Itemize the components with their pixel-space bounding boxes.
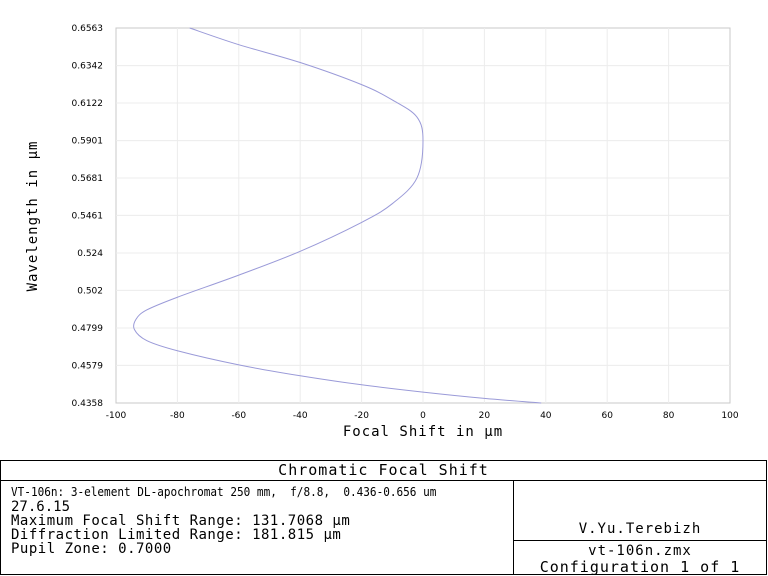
max-focal-shift-text: Maximum Focal Shift Range: 131.7068 µm [11,513,351,529]
x-tick-label: -100 [106,411,127,421]
configuration-text: Configuration 1 of 1 [539,558,741,576]
y-tick-label: 0.6563 [72,24,104,34]
diffraction-limited-text: Diffraction Limited Range: 181.815 µm [11,527,342,543]
y-tick-label: 0.4358 [72,399,104,409]
x-tick-label: -60 [231,411,246,421]
x-tick-label: 80 [663,411,675,421]
divider [514,540,766,541]
y-tick-label: 0.5461 [72,211,104,221]
y-tick-label: 0.524 [77,249,103,259]
x-tick-label: 60 [601,411,613,421]
info-meta: V.Yu.Terebizh vt-106n.zmx Configuration … [514,481,766,576]
y-tick-label: 0.5681 [72,174,104,184]
y-tick-label: 0.4579 [72,361,104,371]
info-panel: Chromatic Focal Shift VT-106n: 3-element… [0,460,767,576]
x-tick-label: 20 [479,411,491,421]
y-tick-label: 0.5901 [72,137,104,147]
y-tick-labels: 0.4358 0.4579 0.4799 0.502 0.524 0.5461 0.5681… [72,24,104,409]
info-details: VT-106n: 3-element DL-apochromat 250 mm,… [1,481,514,575]
y-tick-label: 0.4799 [72,324,104,334]
file-name: vt-106n.zmx [588,543,692,559]
x-tick-label: 100 [721,411,738,421]
chart-title: Chromatic Focal Shift [1,461,766,481]
x-tick-label: 0 [420,411,426,421]
focal-shift-curve [133,27,542,404]
y-tick-label: 0.502 [77,286,103,296]
date-text: 27.6.15 [11,499,71,515]
chart-area: -100 -80 -60 -40 -20 0 20 40 60 80 100 0.4358 0.457… [25,24,739,440]
pupil-zone-text: Pupil Zone: 0.7000 [11,541,172,557]
x-tick-label: 40 [540,411,552,421]
y-tick-label: 0.6342 [72,62,104,72]
author-name: V.Yu.Terebizh [578,521,702,537]
grid [116,28,730,403]
system-description: VT-106n: 3-element DL-apochromat 250 mm,… [11,485,437,499]
y-axis-label: Wavelength in µm [25,141,41,292]
x-tick-label: -20 [354,411,369,421]
y-tick-label: 0.6122 [72,99,104,109]
x-axis-label: Focal Shift in µm [343,424,503,440]
x-tick-labels: -100 -80 -60 -40 -20 0 20 40 60 80 100 [106,411,739,421]
x-tick-label: -80 [170,411,185,421]
x-tick-label: -40 [293,411,308,421]
